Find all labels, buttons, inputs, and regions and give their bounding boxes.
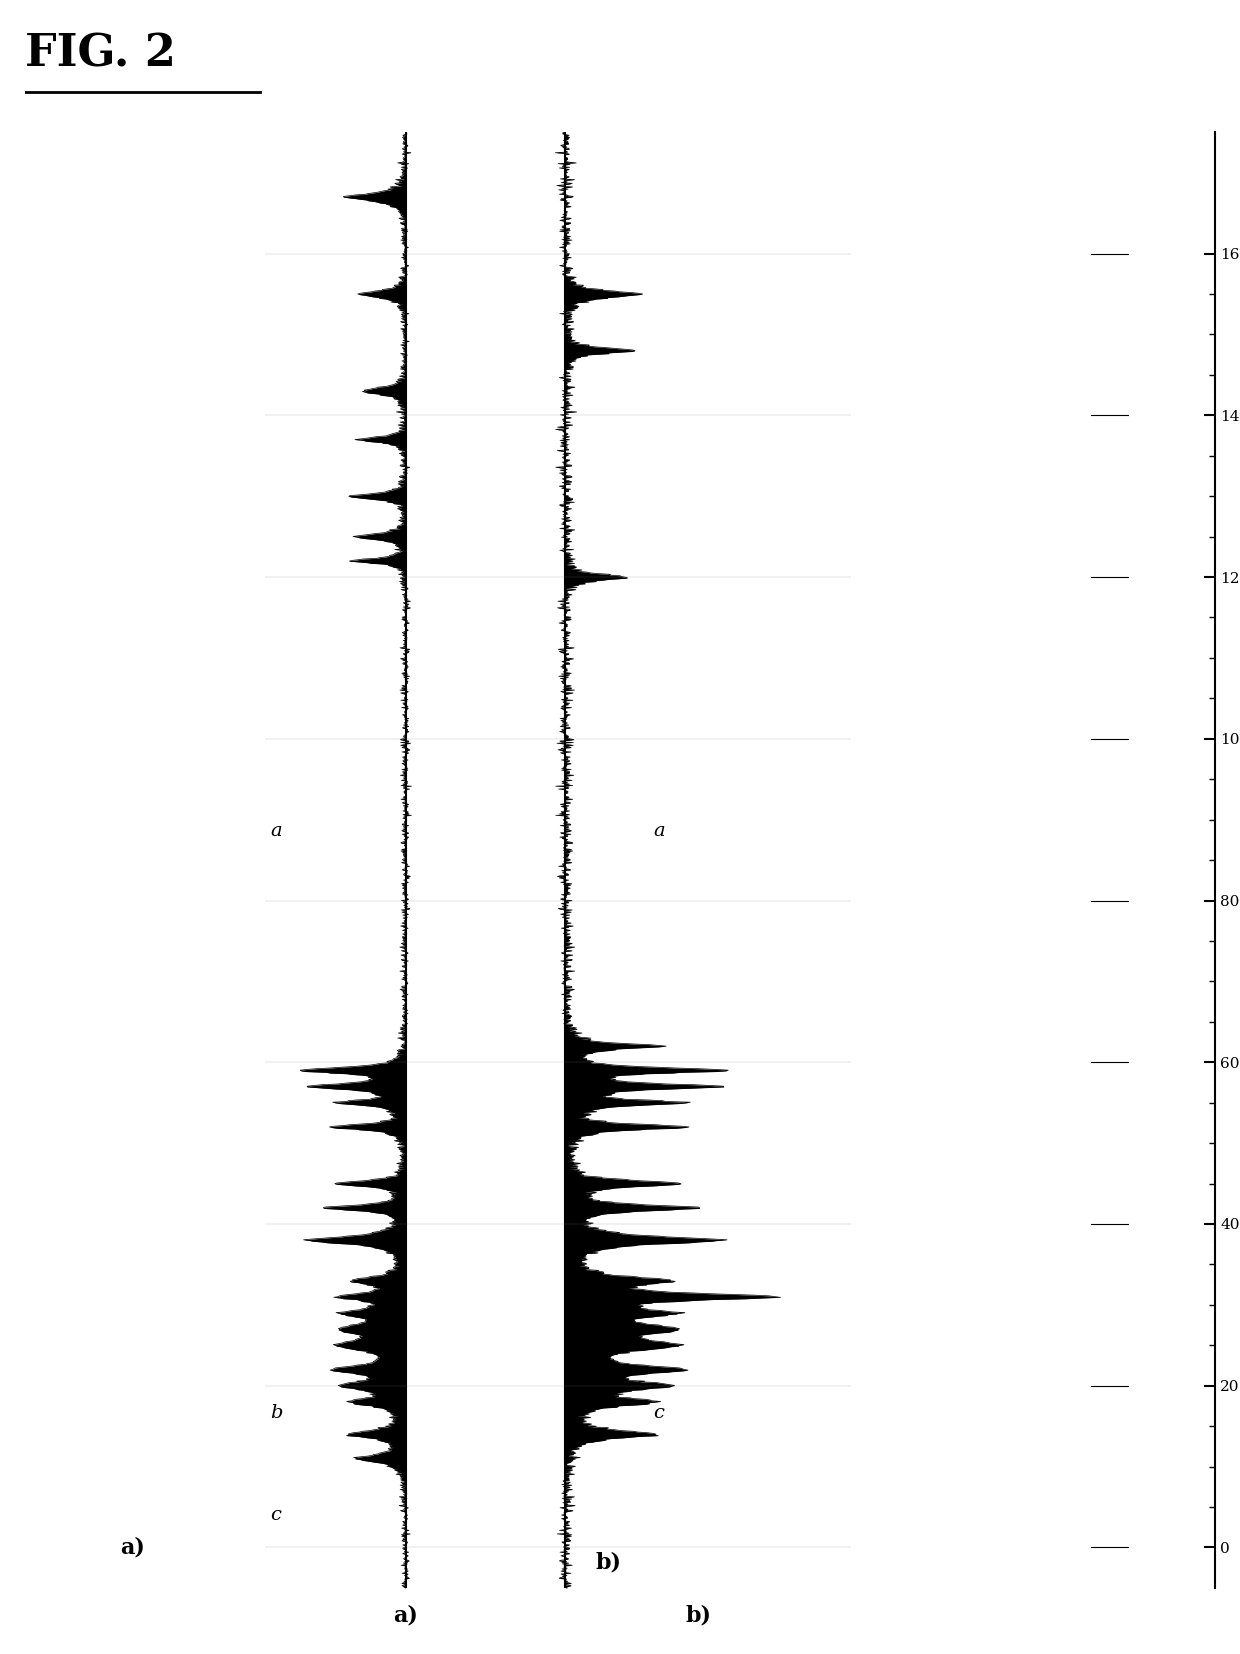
Text: b: b xyxy=(270,1404,283,1422)
Text: FIG. 2: FIG. 2 xyxy=(25,33,176,74)
Text: b): b) xyxy=(595,1551,621,1573)
Text: c: c xyxy=(270,1507,281,1523)
Text: a): a) xyxy=(120,1537,145,1558)
Text: c: c xyxy=(653,1404,663,1422)
Text: a: a xyxy=(270,822,281,840)
Text: a): a) xyxy=(393,1604,418,1626)
Text: a: a xyxy=(653,822,665,840)
Text: b): b) xyxy=(686,1604,712,1626)
